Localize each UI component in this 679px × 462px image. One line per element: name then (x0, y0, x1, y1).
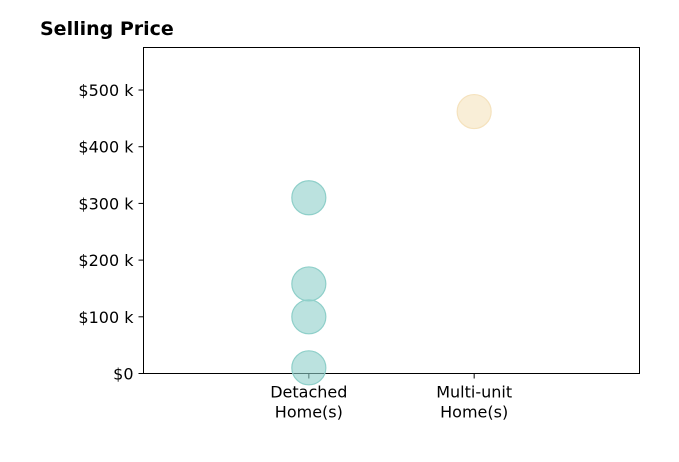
y-tick-label: $300 k (78, 194, 134, 213)
x-tick-label-line: Detached (270, 383, 347, 402)
y-tick-label: $400 k (78, 138, 134, 157)
data-point (291, 299, 327, 335)
plot-area (143, 47, 640, 374)
y-tick-label: $500 k (78, 81, 134, 100)
chart-title: Selling Price (40, 18, 174, 40)
x-tick-label: Multi-unit Home(s) (436, 383, 512, 422)
y-tick-label: $100 k (78, 308, 134, 327)
x-tick-label-line: Home(s) (440, 403, 508, 422)
data-point (291, 180, 327, 216)
data-point (456, 93, 492, 130)
x-tick-label: Detached Home(s) (270, 383, 347, 422)
y-axis: $0 $100 k $200 k $300 k $400 k $500 k (78, 81, 144, 384)
axes-frame (143, 47, 640, 374)
x-tick-label-line: Multi-unit (436, 383, 512, 402)
x-tick-label-line: Home(s) (275, 403, 343, 422)
x-axis: Detached Home(s)Multi-unit Home(s) (270, 373, 512, 422)
data-point (291, 266, 327, 302)
y-tick-label: $0 (113, 365, 133, 384)
data-point (291, 350, 327, 386)
data-points (291, 93, 492, 386)
y-tick-label: $200 k (78, 251, 134, 270)
